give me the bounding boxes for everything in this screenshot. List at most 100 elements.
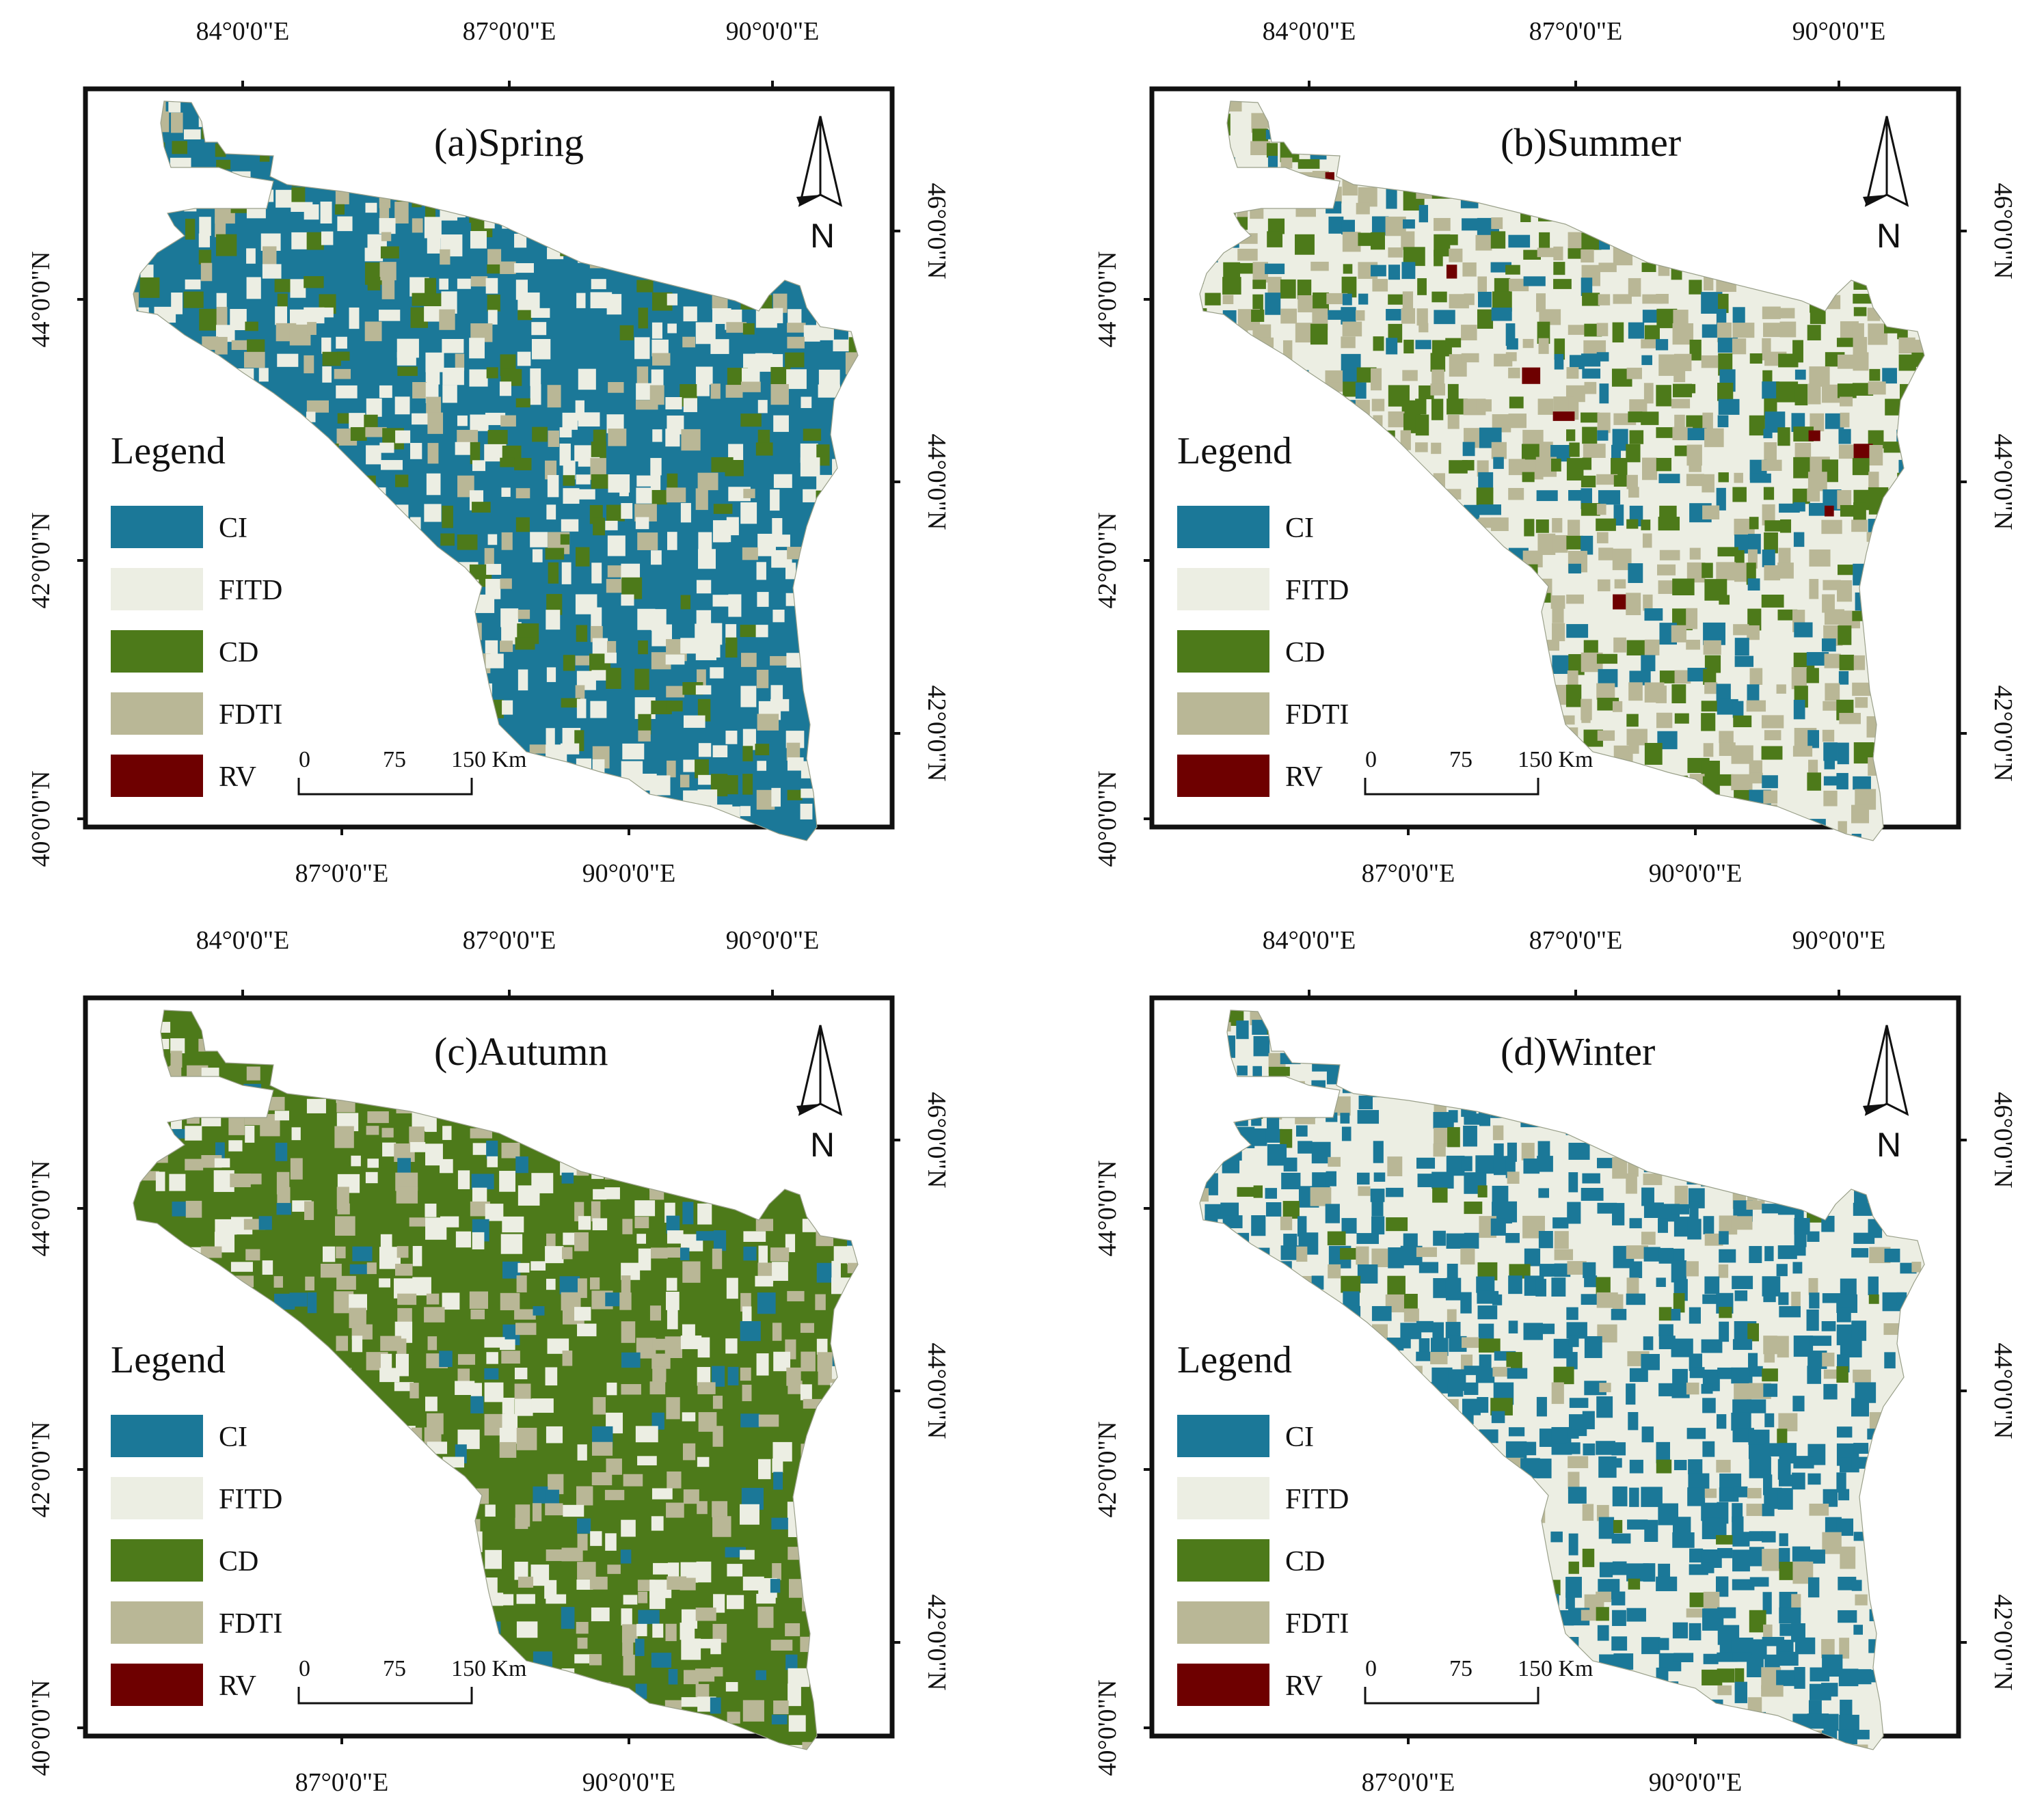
legend-swatch-ci (111, 506, 203, 548)
right-lat-label: 42°0'0"N (1989, 686, 2017, 782)
bottom-lon-label: 90°0'0"E (582, 859, 676, 888)
right-lat-label: 44°0'0"N (922, 434, 951, 530)
north-label: N (810, 1126, 835, 1164)
scale-label: 0 (1365, 1656, 1377, 1681)
left-lat-label: 40°0'0"N (27, 771, 55, 867)
map-panel-d: 84°0'0"E 87°0'0"E 90°0'0"E 87°0'0"E 90°0'0"E… (1066, 909, 2044, 1816)
left-lat-label: 44°0'0"N (27, 252, 55, 348)
legend-label-fitd: FITD (219, 1484, 282, 1515)
scale-label: 75 (1449, 747, 1473, 772)
north-arrow-icon: N (1863, 116, 1909, 255)
legend-swatch-ci (111, 1415, 203, 1457)
north-label: N (1877, 1126, 1901, 1164)
legend-swatch-cd (111, 1539, 203, 1582)
legend-label-fdti: FDTI (1285, 699, 1349, 731)
panel-title: (a)Spring (434, 120, 584, 165)
top-lon-label: 84°0'0"E (1263, 17, 1356, 46)
right-lat-label: 46°0'0"N (1989, 1092, 2017, 1189)
scale-label: 75 (383, 747, 406, 772)
right-lat-label: 42°0'0"N (922, 1595, 951, 1691)
map-svg-c: 84°0'0"E 87°0'0"E 90°0'0"E 87°0'0"E 90°0'0"E… (27, 926, 951, 1797)
scale-label: 150 Km (1518, 747, 1593, 772)
panel-title: (d)Winter (1501, 1029, 1655, 1074)
legend-label-fdti: FDTI (219, 1608, 282, 1640)
left-lat-label: 42°0'0"N (1093, 1422, 1122, 1518)
legend-label-cd: CD (1285, 637, 1325, 668)
legend-label-rv: RV (1285, 1670, 1323, 1702)
north-arrow-icon: N (796, 116, 843, 255)
scale-bar: 0 75 150 Km (297, 1656, 527, 1705)
scale-label: 0 (1365, 747, 1377, 772)
legend-label-rv: RV (1285, 761, 1323, 793)
right-lat-label: 42°0'0"N (922, 686, 951, 782)
top-lon-label: 90°0'0"E (726, 926, 820, 955)
legend-swatch-rv (111, 755, 203, 797)
legend-label-ci: CI (1285, 1422, 1314, 1453)
scale-label: 150 Km (451, 1656, 527, 1681)
north-arrow-icon: N (1863, 1025, 1909, 1164)
legend-swatch-fitd (1177, 1477, 1269, 1519)
scale-label: 0 (299, 747, 310, 772)
panel-title: (b)Summer (1501, 120, 1681, 165)
legend-swatch-fitd (111, 568, 203, 610)
top-lon-label: 90°0'0"E (726, 17, 820, 46)
legend-swatch-fdti (1177, 1601, 1269, 1644)
bottom-lon-label: 90°0'0"E (1649, 859, 1743, 888)
left-lat-label: 42°0'0"N (27, 513, 55, 609)
north-label: N (1877, 217, 1901, 255)
north-label: N (810, 217, 835, 255)
top-lon-label: 90°0'0"E (1792, 926, 1886, 955)
scale-bar: 0 75 150 Km (297, 747, 527, 796)
right-lat-label: 44°0'0"N (922, 1343, 951, 1439)
legend-label-cd: CD (219, 1546, 258, 1577)
legend-label-fitd: FITD (1285, 575, 1349, 606)
top-lon-label: 84°0'0"E (1263, 926, 1356, 955)
bottom-lon-label: 87°0'0"E (1362, 859, 1455, 888)
bottom-lon-label: 87°0'0"E (295, 859, 389, 888)
bottom-lon-label: 90°0'0"E (1649, 1768, 1743, 1797)
legend-label-fdti: FDTI (1285, 1608, 1349, 1640)
panel-title: (c)Autumn (434, 1029, 608, 1074)
top-lon-label: 87°0'0"E (1529, 926, 1623, 955)
bottom-lon-label: 87°0'0"E (295, 1768, 389, 1797)
north-arrow-icon: N (796, 1025, 843, 1164)
map-svg-b: 84°0'0"E 87°0'0"E 90°0'0"E 87°0'0"E 90°0'0"E… (1093, 17, 2017, 888)
right-lat-label: 46°0'0"N (1989, 183, 2017, 280)
left-lat-label: 42°0'0"N (27, 1422, 55, 1518)
legend-swatch-fdti (1177, 692, 1269, 735)
top-lon-label: 87°0'0"E (463, 17, 556, 46)
legend-title: Legend (1177, 430, 1292, 472)
legend-swatch-rv (111, 1664, 203, 1706)
legend-swatch-fitd (111, 1477, 203, 1519)
legend-label-fitd: FITD (1285, 1484, 1349, 1515)
legend-swatch-cd (111, 630, 203, 673)
legend-swatch-rv (1177, 755, 1269, 797)
top-lon-label: 84°0'0"E (196, 926, 290, 955)
legend-label-ci: CI (219, 1422, 247, 1453)
legend-label-rv: RV (219, 1670, 256, 1702)
bottom-lon-label: 90°0'0"E (582, 1768, 676, 1797)
scale-label: 150 Km (451, 747, 527, 772)
top-lon-label: 90°0'0"E (1792, 17, 1886, 46)
left-lat-label: 44°0'0"N (1093, 252, 1122, 348)
left-lat-label: 40°0'0"N (1093, 1680, 1122, 1776)
right-lat-label: 44°0'0"N (1989, 434, 2017, 530)
map-svg-a: 84°0'0"E 87°0'0"E 90°0'0"E 87°0'0"E 90°0'0"E… (27, 17, 951, 888)
legend-swatch-cd (1177, 1539, 1269, 1582)
top-lon-label: 87°0'0"E (463, 926, 556, 955)
top-lon-label: 84°0'0"E (196, 17, 290, 46)
scale-label: 75 (1449, 1656, 1473, 1681)
left-lat-label: 40°0'0"N (1093, 771, 1122, 867)
bottom-lon-label: 87°0'0"E (1362, 1768, 1455, 1797)
legend-swatch-fitd (1177, 568, 1269, 610)
legend-title: Legend (111, 1339, 226, 1381)
legend-swatch-fdti (111, 692, 203, 735)
legend-title: Legend (111, 430, 226, 472)
left-lat-label: 40°0'0"N (27, 1680, 55, 1776)
left-lat-label: 42°0'0"N (1093, 513, 1122, 609)
legend-swatch-rv (1177, 1664, 1269, 1706)
legend-swatch-ci (1177, 506, 1269, 548)
legend-label-cd: CD (219, 637, 258, 668)
map-panel-b: 84°0'0"E 87°0'0"E 90°0'0"E 87°0'0"E 90°0'0"E… (1066, 0, 2044, 907)
